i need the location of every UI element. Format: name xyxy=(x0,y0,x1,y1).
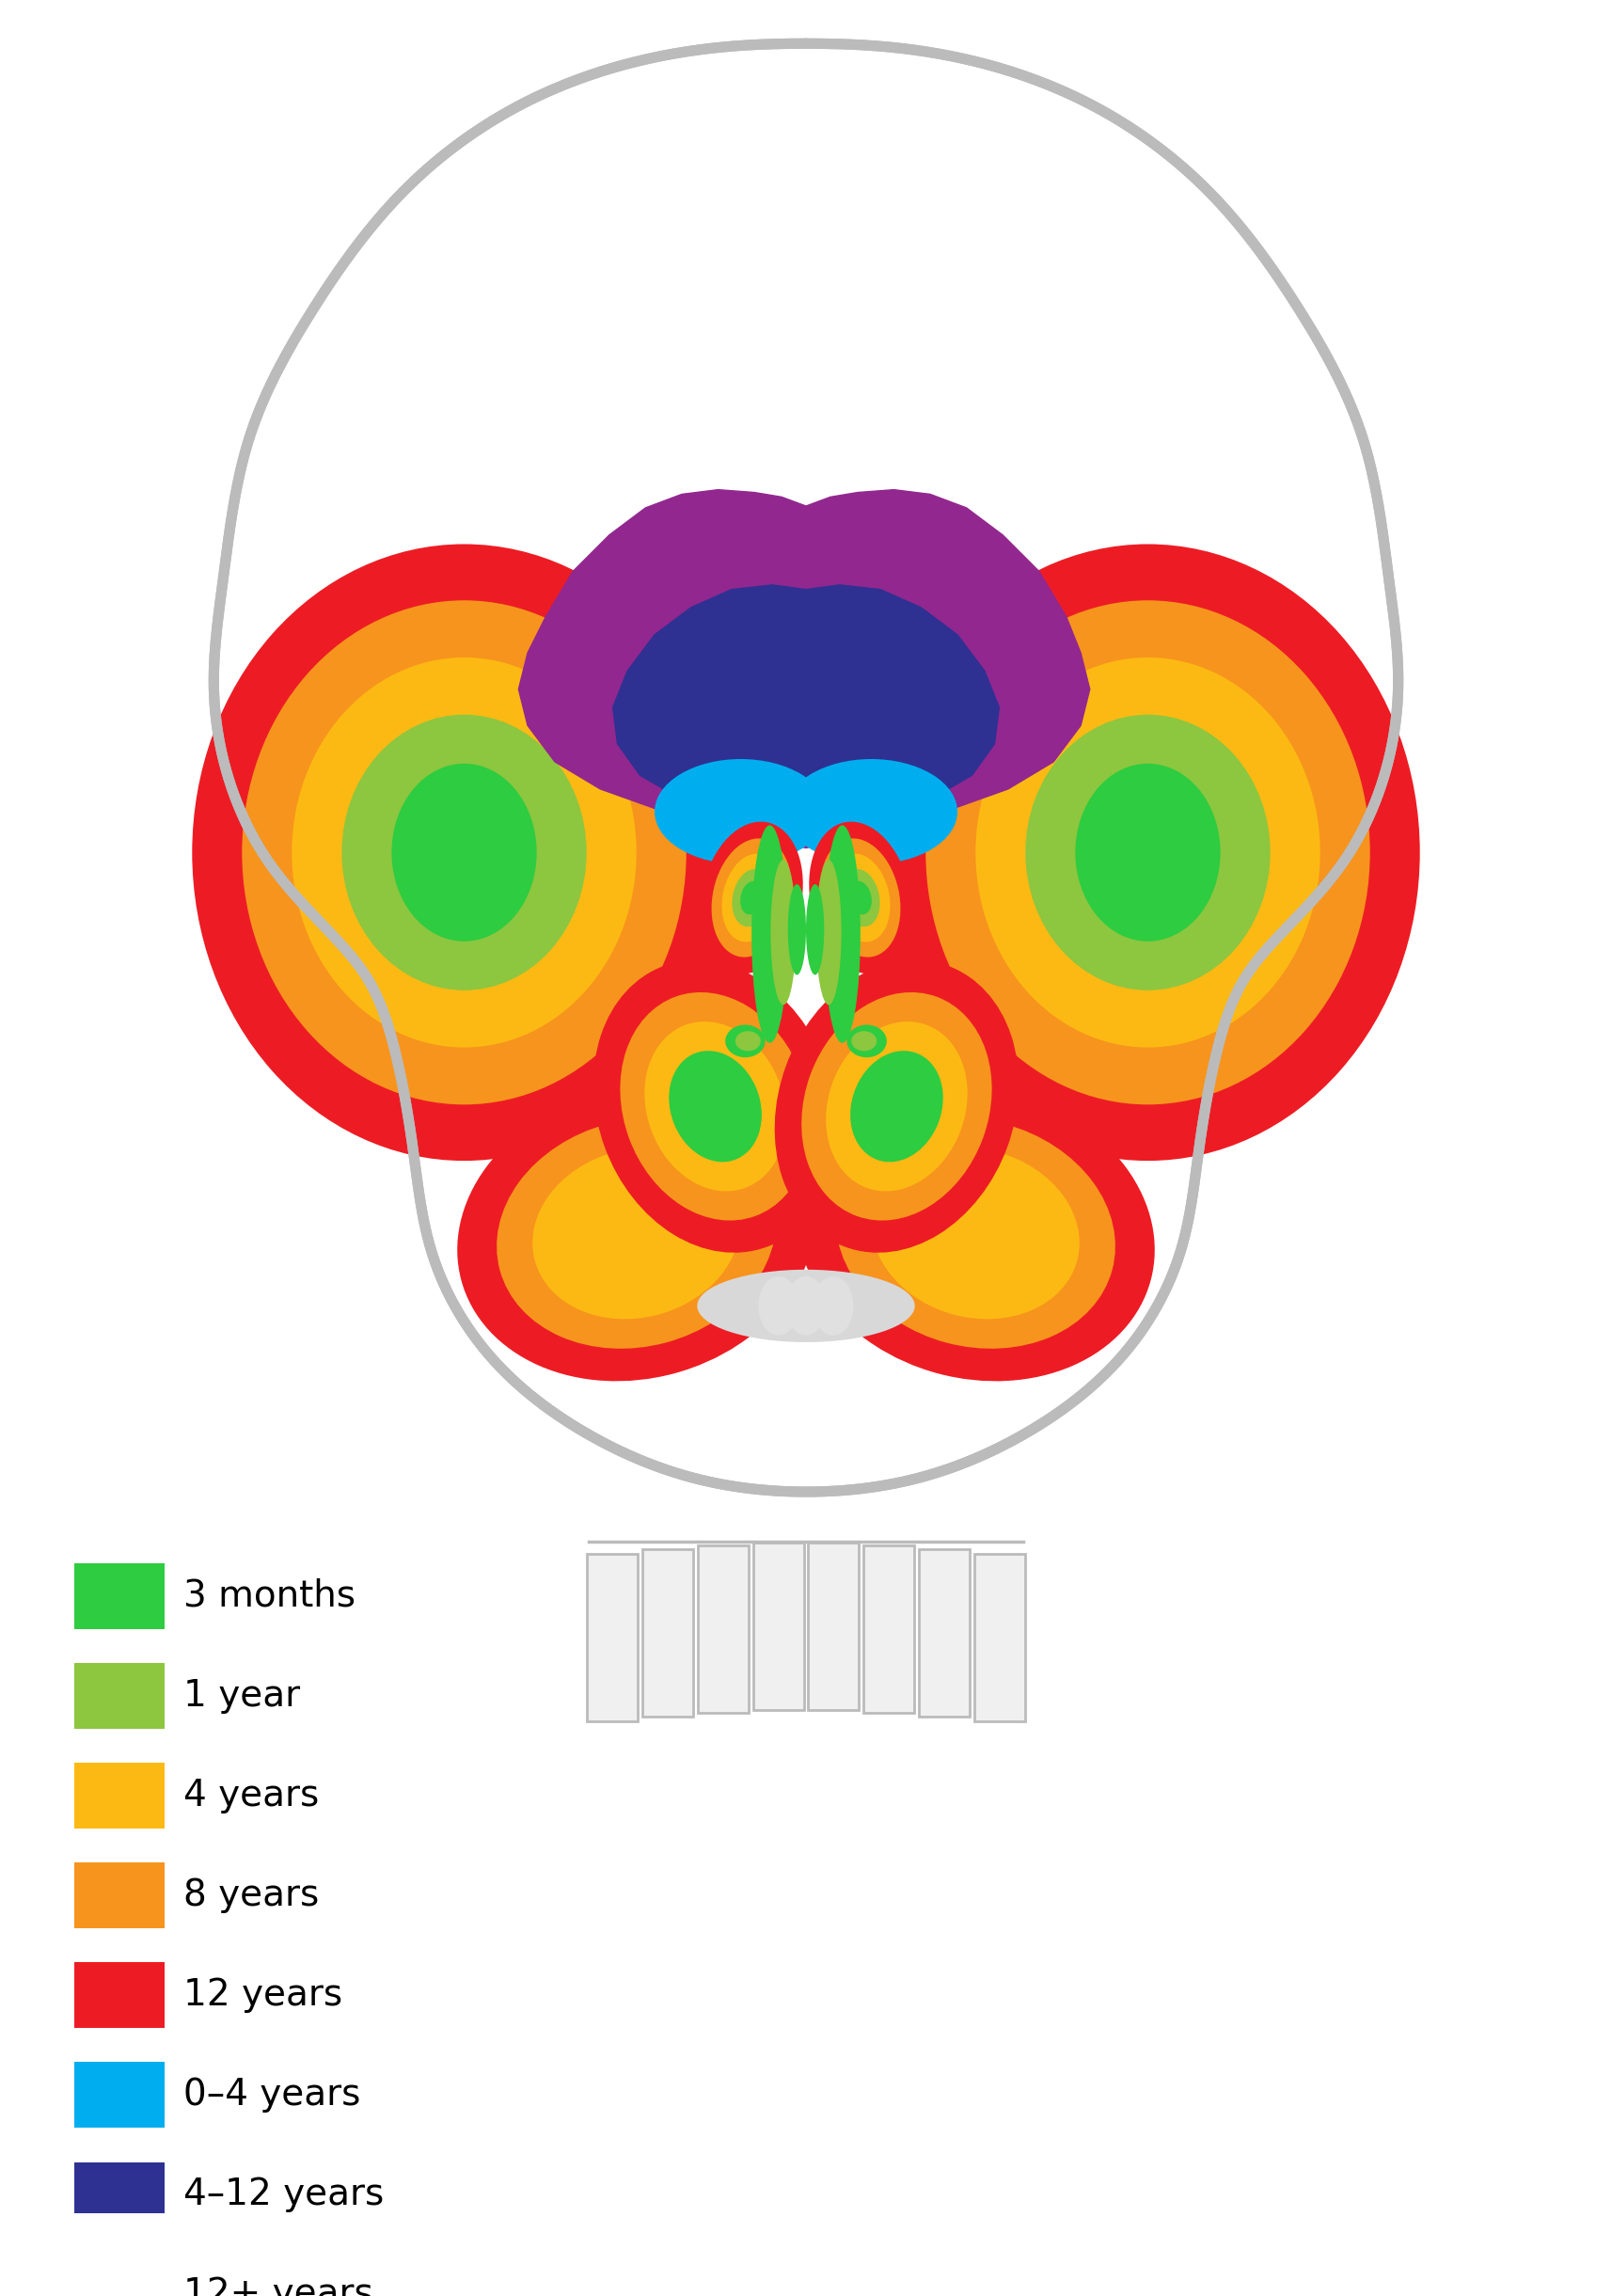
Ellipse shape xyxy=(292,657,637,1047)
Ellipse shape xyxy=(821,838,901,957)
Ellipse shape xyxy=(801,992,991,1221)
Ellipse shape xyxy=(735,1031,761,1052)
Ellipse shape xyxy=(711,838,791,957)
Ellipse shape xyxy=(496,1118,775,1348)
Ellipse shape xyxy=(669,1052,762,1162)
Text: 12+ years: 12+ years xyxy=(184,2278,372,2296)
Ellipse shape xyxy=(925,599,1370,1104)
Text: 0–4 years: 0–4 years xyxy=(184,2078,359,2112)
Bar xyxy=(74,1963,164,2027)
Ellipse shape xyxy=(841,868,880,928)
Ellipse shape xyxy=(758,1277,800,1336)
Bar xyxy=(919,1550,970,1717)
Ellipse shape xyxy=(654,760,827,863)
Bar xyxy=(808,1543,859,1711)
Ellipse shape xyxy=(242,599,687,1104)
Bar xyxy=(74,2163,164,2227)
Ellipse shape xyxy=(771,859,796,1006)
Bar xyxy=(587,1554,638,1722)
Ellipse shape xyxy=(696,1270,916,1343)
Ellipse shape xyxy=(816,859,841,1006)
Ellipse shape xyxy=(732,868,771,928)
Ellipse shape xyxy=(806,884,824,976)
Ellipse shape xyxy=(700,822,803,974)
Bar xyxy=(74,1763,164,1828)
Ellipse shape xyxy=(872,1148,1080,1320)
Ellipse shape xyxy=(645,1022,787,1192)
Bar xyxy=(74,1862,164,1929)
Text: 4 years: 4 years xyxy=(184,1777,319,1814)
Ellipse shape xyxy=(192,544,737,1162)
Ellipse shape xyxy=(1025,714,1270,990)
Ellipse shape xyxy=(809,822,912,974)
Ellipse shape xyxy=(825,1022,967,1192)
Ellipse shape xyxy=(593,960,837,1254)
Ellipse shape xyxy=(812,1277,854,1336)
Polygon shape xyxy=(519,489,1090,847)
Ellipse shape xyxy=(785,760,958,863)
Bar xyxy=(74,1564,164,1628)
Text: 1 year: 1 year xyxy=(184,1678,300,1713)
Ellipse shape xyxy=(342,714,587,990)
Bar xyxy=(753,1543,804,1711)
Bar xyxy=(974,1554,1025,1722)
Ellipse shape xyxy=(975,657,1320,1047)
Ellipse shape xyxy=(788,884,806,976)
Polygon shape xyxy=(613,585,999,824)
Ellipse shape xyxy=(725,1024,766,1058)
Ellipse shape xyxy=(850,882,872,914)
Ellipse shape xyxy=(796,1086,1154,1382)
Ellipse shape xyxy=(837,1118,1116,1348)
Ellipse shape xyxy=(392,765,537,941)
Ellipse shape xyxy=(775,960,1019,1254)
Ellipse shape xyxy=(846,1024,887,1058)
Ellipse shape xyxy=(532,1148,740,1320)
Text: 3 months: 3 months xyxy=(184,1577,355,1614)
Text: 12 years: 12 years xyxy=(184,1977,342,2014)
Bar xyxy=(74,2262,164,2296)
Ellipse shape xyxy=(785,1277,827,1336)
Text: 8 years: 8 years xyxy=(184,1878,319,1913)
Bar xyxy=(698,1545,748,1713)
Ellipse shape xyxy=(850,1052,943,1162)
Ellipse shape xyxy=(740,882,762,914)
Ellipse shape xyxy=(621,992,811,1221)
Ellipse shape xyxy=(875,544,1420,1162)
Ellipse shape xyxy=(751,824,788,1042)
Ellipse shape xyxy=(458,1086,816,1382)
Bar xyxy=(74,2062,164,2128)
Bar xyxy=(864,1545,914,1713)
Ellipse shape xyxy=(851,1031,877,1052)
Ellipse shape xyxy=(824,824,861,1042)
Ellipse shape xyxy=(1075,765,1220,941)
Bar xyxy=(74,1662,164,1729)
Ellipse shape xyxy=(722,854,782,941)
Bar xyxy=(642,1550,693,1717)
Ellipse shape xyxy=(830,854,890,941)
Text: 4–12 years: 4–12 years xyxy=(184,2177,384,2213)
